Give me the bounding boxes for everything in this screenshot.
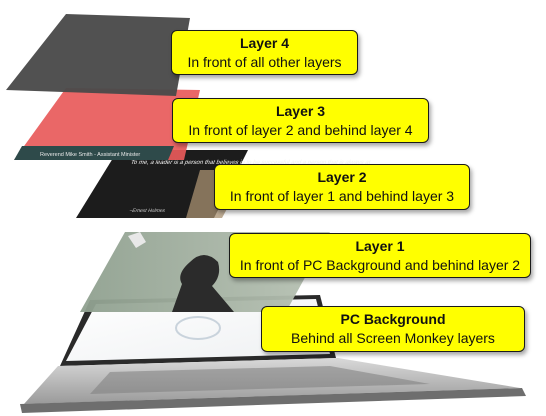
pc-background-title: PC Background — [340, 311, 446, 327]
layer-2-callout: Layer 2 In front of layer 1 and behind l… — [214, 164, 470, 210]
layer-3-panel: Reverend Mike Smith - Assistant Minister — [14, 88, 200, 160]
background-logo-icon — [175, 316, 221, 340]
pc-background-callout: PC Background Behind all Screen Monkey l… — [261, 306, 525, 352]
slide-quote: To me, a leader is a person that believe… — [130, 159, 372, 166]
layer-1-title: Layer 1 — [355, 238, 405, 254]
layer-3-title: Layer 3 — [275, 103, 326, 119]
banner-text: Reverend Mike Smith - Assistant Minister — [40, 152, 140, 158]
layer-2-description: In front of layer 1 and behind layer 3 — [229, 188, 455, 204]
layer-4-description: In front of all other layers — [187, 54, 342, 70]
layer-1-description: In front of PC Background and behind lay… — [239, 257, 521, 273]
layer-4-title: Layer 4 — [239, 35, 290, 51]
speaker-photo — [172, 255, 234, 312]
layer-3-callout: Layer 3 In front of layer 2 and behind l… — [172, 98, 429, 143]
layer-4-panel — [6, 14, 190, 96]
slide-attribution: ~Ernest Holmes — [128, 208, 166, 214]
layer-1-callout: Layer 1 In front of PC Background and be… — [229, 233, 531, 278]
layer-3-description: In front of layer 2 and behind layer 4 — [188, 122, 413, 138]
pc-background-description: Behind all Screen Monkey layers — [291, 330, 495, 346]
layer-4-callout: Layer 4 In front of all other layers — [171, 30, 358, 75]
layer-2-title: Layer 2 — [317, 169, 367, 185]
